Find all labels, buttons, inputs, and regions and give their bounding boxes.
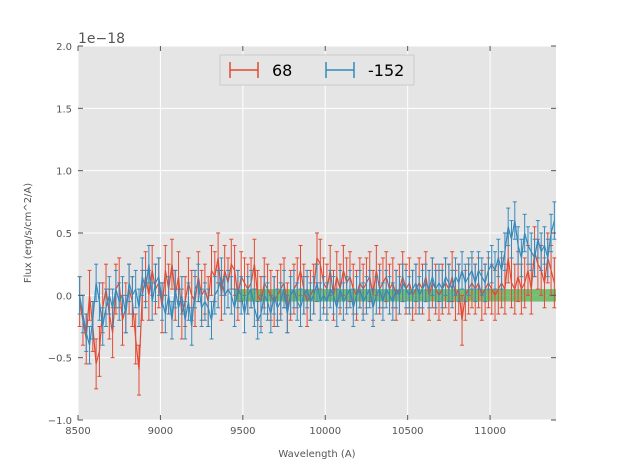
y-axis-label: Flux (erg/s/cm^2/A) [23, 183, 34, 283]
legend-label: 68 [272, 61, 292, 80]
legend-entry: -152 [325, 61, 404, 80]
y-tick-label: 1.0 [56, 167, 72, 178]
series--152 [77, 201, 557, 365]
series-line [79, 220, 555, 346]
y-tick-label: 1.5 [56, 104, 72, 115]
x-tick-label: 10000 [309, 426, 341, 437]
y-tick-label: −0.5 [48, 354, 72, 365]
y-tick-label: 0.0 [56, 291, 72, 302]
y-tick-label: 0.5 [56, 229, 72, 240]
series-layer [77, 201, 557, 396]
x-axis-label: Wavelength (A) [278, 449, 355, 460]
legend-entry: 68 [229, 61, 292, 80]
y-ticks: −1.0 −0.5 0.0 0.5 1.0 1.5 2.0 [48, 42, 556, 427]
x-tick-label: 10500 [392, 426, 424, 437]
legend-label: -152 [368, 61, 404, 80]
x-tick-label: 8500 [65, 426, 90, 437]
x-tick-label: 9500 [230, 426, 255, 437]
grid [77, 45, 556, 421]
x-tick-label: 11000 [474, 426, 506, 437]
y-tick-label: 2.0 [56, 42, 72, 53]
x-ticks: 8500 9000 9500 10000 10500 11000 [65, 46, 506, 437]
y-tick-label: −1.0 [48, 416, 72, 427]
legend: 68 -152 [219, 54, 415, 86]
x-tick-label: 9000 [148, 426, 173, 437]
y-offset-label: 1e−18 [78, 31, 125, 47]
